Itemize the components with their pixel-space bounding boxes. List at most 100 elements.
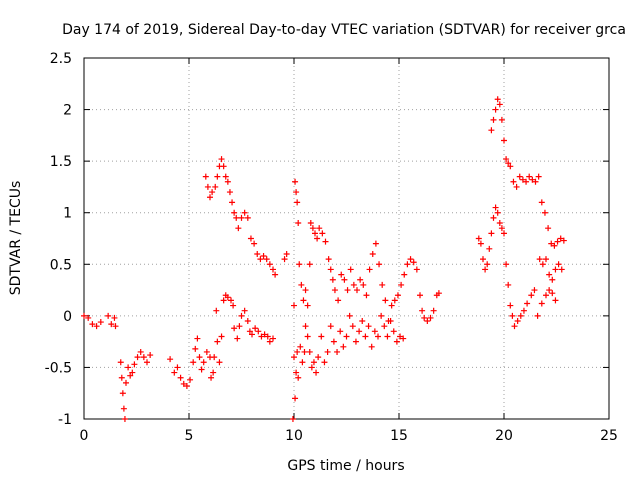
data-point bbox=[131, 361, 138, 368]
data-point bbox=[299, 359, 306, 366]
data-point bbox=[302, 287, 309, 294]
data-point bbox=[362, 333, 369, 340]
data-point bbox=[529, 176, 536, 183]
data-point bbox=[382, 297, 389, 304]
data-point bbox=[304, 302, 311, 309]
data-point bbox=[180, 380, 187, 387]
data-point bbox=[516, 173, 523, 180]
data-point bbox=[494, 209, 501, 216]
data-point bbox=[244, 214, 251, 221]
data-point bbox=[322, 238, 329, 245]
data-point bbox=[177, 374, 184, 381]
data-point bbox=[400, 335, 407, 342]
data-point bbox=[546, 287, 553, 294]
data-point bbox=[111, 314, 118, 321]
data-point bbox=[118, 374, 125, 381]
data-point bbox=[369, 250, 376, 257]
data-point bbox=[375, 333, 381, 340]
data-point bbox=[220, 297, 227, 304]
data-point bbox=[308, 364, 315, 371]
data-point bbox=[385, 318, 392, 325]
data-point bbox=[293, 369, 300, 376]
data-point bbox=[296, 261, 303, 268]
data-point bbox=[424, 318, 431, 325]
data-point bbox=[329, 276, 336, 283]
x-tick-label: 5 bbox=[185, 428, 194, 444]
data-point bbox=[548, 240, 555, 247]
data-point bbox=[222, 173, 229, 180]
data-point bbox=[216, 359, 223, 366]
data-point bbox=[238, 312, 245, 319]
data-point bbox=[427, 314, 434, 321]
data-point bbox=[325, 256, 332, 263]
data-point bbox=[214, 338, 221, 345]
data-point bbox=[430, 307, 437, 314]
plot-area bbox=[83, 57, 610, 420]
data-point bbox=[324, 348, 331, 355]
series-upper-track bbox=[202, 156, 565, 330]
data-point bbox=[492, 106, 499, 113]
data-point bbox=[251, 240, 258, 247]
data-point bbox=[350, 281, 357, 288]
data-point bbox=[503, 261, 510, 268]
data-point bbox=[538, 199, 545, 206]
data-point bbox=[291, 354, 297, 361]
data-point bbox=[488, 230, 495, 237]
data-point bbox=[257, 256, 264, 263]
data-point bbox=[519, 176, 526, 183]
data-point bbox=[266, 261, 273, 268]
data-point bbox=[394, 292, 401, 299]
data-point bbox=[543, 292, 549, 299]
data-point bbox=[137, 348, 144, 355]
data-point bbox=[214, 173, 221, 180]
data-point bbox=[270, 266, 276, 273]
data-point bbox=[81, 312, 87, 319]
data-point bbox=[200, 359, 207, 366]
data-point bbox=[482, 266, 489, 273]
data-point bbox=[334, 348, 341, 355]
x-tick-label: 10 bbox=[285, 428, 303, 444]
data-point bbox=[289, 416, 296, 422]
y-tick-label: 2.5 bbox=[50, 51, 72, 67]
series-lower-track bbox=[81, 287, 559, 422]
data-point bbox=[549, 276, 556, 283]
data-point bbox=[246, 328, 253, 335]
data-point bbox=[509, 312, 516, 319]
axis-ticks bbox=[83, 57, 610, 420]
data-point bbox=[359, 318, 366, 325]
data-point bbox=[510, 178, 517, 185]
data-point bbox=[252, 325, 259, 332]
data-point bbox=[549, 290, 556, 297]
data-point bbox=[528, 292, 535, 299]
y-tick-label: 2 bbox=[63, 103, 72, 119]
data-point bbox=[231, 209, 238, 216]
data-point bbox=[340, 343, 347, 350]
y-tick-labels: -1 -0.5 0 0.5 1 1.5 2 2.5 bbox=[45, 51, 72, 428]
data-point bbox=[261, 331, 268, 338]
data-point bbox=[538, 300, 545, 307]
data-point bbox=[513, 183, 520, 190]
data-point bbox=[523, 178, 530, 185]
data-point bbox=[327, 323, 334, 330]
data-point bbox=[558, 266, 565, 273]
data-point bbox=[371, 328, 378, 335]
data-point bbox=[404, 261, 411, 268]
data-point bbox=[335, 297, 342, 304]
data-point bbox=[314, 235, 321, 242]
data-point bbox=[293, 189, 300, 196]
data-point bbox=[204, 183, 211, 190]
data-point bbox=[202, 173, 209, 180]
data-point bbox=[230, 302, 237, 309]
data-point bbox=[327, 266, 334, 273]
data-point bbox=[260, 253, 267, 260]
data-point bbox=[490, 214, 497, 221]
data-point bbox=[363, 292, 370, 299]
data-point bbox=[407, 256, 414, 263]
data-point bbox=[526, 173, 533, 180]
data-point bbox=[551, 242, 558, 249]
data-point bbox=[410, 259, 417, 266]
data-point bbox=[391, 297, 398, 304]
data-point bbox=[235, 225, 242, 232]
data-point bbox=[492, 204, 499, 211]
